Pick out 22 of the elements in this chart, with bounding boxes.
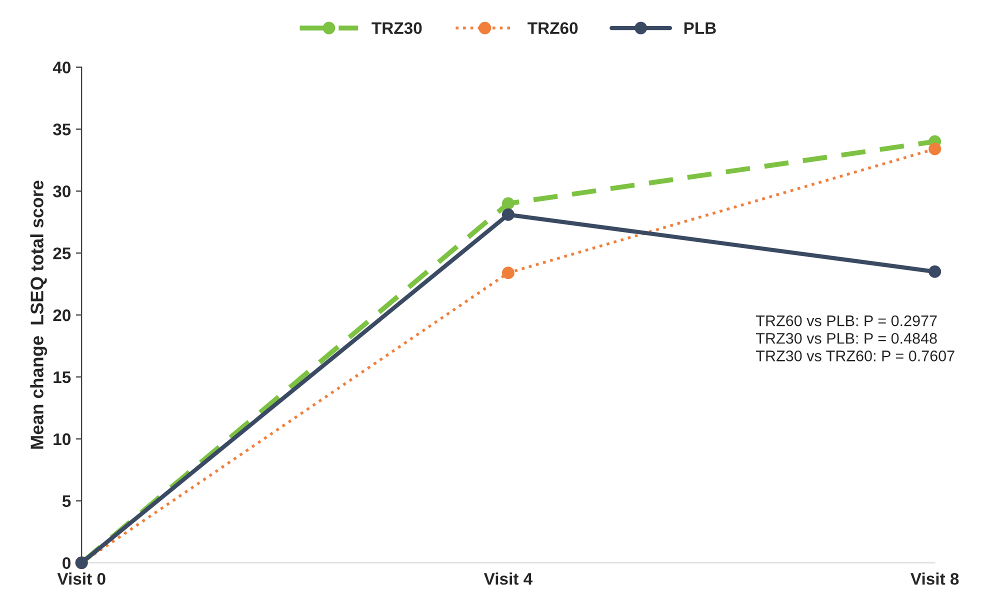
y-tick-label: 0 <box>62 557 70 570</box>
y-axis-title: Mean change LSEQ total score <box>30 180 48 449</box>
y-tick-label: 20 <box>53 309 70 322</box>
point <box>502 266 514 280</box>
point <box>928 265 942 278</box>
legend-label: PLB <box>684 22 716 34</box>
y-tick-label: 30 <box>53 186 70 198</box>
y-tick-label: 35 <box>53 124 71 136</box>
annotation: TRZ60 vs PLB: P = 0.2977 TRZ30 vs PLB: P = 0.4848 TRZ30 vs TRZ60: P = 0.7607 <box>756 315 954 362</box>
y-tick-label: 25 <box>53 247 71 260</box>
y-tick-label: 5 <box>62 495 71 508</box>
legend-label: TRZ60 <box>528 22 578 34</box>
point <box>502 197 514 210</box>
y-tick-label: 15 <box>54 372 71 384</box>
y-tick-label: 10 <box>54 433 70 446</box>
x-tick-label: Visit 0 <box>57 572 106 585</box>
x-tick-label: Visit 8 <box>910 572 959 585</box>
point <box>502 208 514 221</box>
legend-label: TRZ30 <box>372 22 422 34</box>
x-tick-label: Visit 4 <box>484 572 533 585</box>
point <box>928 142 942 156</box>
y-tick-label: 40 <box>52 62 70 74</box>
